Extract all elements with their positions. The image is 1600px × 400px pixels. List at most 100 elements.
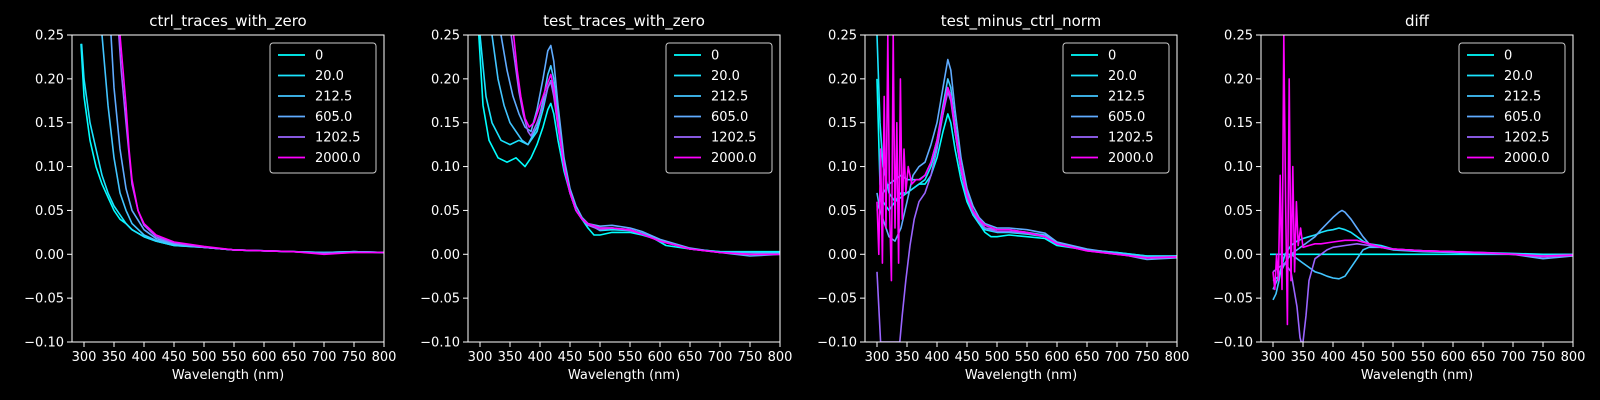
- x-tick-label: 650: [282, 350, 307, 365]
- series-line-605.0: [500, 35, 780, 257]
- chart-title: test_traces_with_zero: [543, 12, 705, 31]
- y-tick-label: 0.20: [1224, 72, 1253, 87]
- series-line-1202.5: [1272, 243, 1573, 342]
- legend-label: 605.0: [1504, 110, 1541, 125]
- x-tick-label: 600: [1045, 350, 1070, 365]
- chart-title: ctrl_traces_with_zero: [149, 12, 306, 31]
- series-line-2000.0: [512, 35, 780, 256]
- x-tick-label: 300: [1261, 350, 1286, 365]
- panel-2: 300 350 400 450 500 550 600 650 700 750 800 −0.10 −0…: [420, 12, 792, 383]
- legend: 0 20.0 212.5 605.0 1202.5 2000.0: [1458, 42, 1566, 174]
- x-tick-label: 400: [132, 350, 157, 365]
- axes-frame: [71, 34, 385, 343]
- x-tick-label: 600: [648, 350, 673, 365]
- series-line-605.0: [876, 58, 1177, 261]
- y-tick-label: 0.20: [828, 72, 857, 87]
- y-tick-label: 0.05: [35, 204, 64, 219]
- legend-label: 0: [315, 49, 323, 64]
- y-tick-label: 0.15: [35, 116, 64, 131]
- legend-label: 20.0: [1108, 69, 1137, 84]
- x-tick-label: 400: [925, 350, 950, 365]
- y-tick-label: 0.00: [431, 248, 460, 263]
- legend-label: 2000.0: [315, 151, 361, 166]
- y-tick-label: 0.25: [828, 29, 857, 44]
- y-tick-label: 0.10: [1224, 160, 1253, 175]
- y-tick-label: 0.20: [35, 72, 64, 87]
- y-tick-label: 0.00: [1224, 248, 1253, 263]
- x-tick-label: 300: [865, 350, 890, 365]
- legend: 0 20.0 212.5 605.0 1202.5 2000.0: [269, 42, 377, 174]
- legend: 0 20.0 212.5 605.0 1202.5 2000.0: [1062, 42, 1170, 174]
- x-tick-label: 450: [955, 350, 980, 365]
- x-axis-label: Wavelength (nm): [568, 368, 680, 383]
- x-tick-label: 500: [985, 350, 1010, 365]
- legend-label: 2000.0: [1108, 151, 1154, 166]
- legend-label: 2000.0: [711, 151, 757, 166]
- x-tick-label: 450: [1351, 350, 1376, 365]
- y-tick-label: 0.05: [828, 204, 857, 219]
- y-tick-label: 0.25: [431, 29, 460, 44]
- x-tick-label: 650: [678, 350, 703, 365]
- x-tick-label: 600: [252, 350, 277, 365]
- series-line-2000.0: [119, 35, 384, 256]
- panel-4: 300 350 400 450 500 550 600 650 700 750 800 −0.10 −0…: [1213, 12, 1585, 383]
- chart-title: test_minus_ctrl_norm: [941, 12, 1102, 31]
- x-tick-label: 750: [1135, 350, 1160, 365]
- x-tick-label: 750: [1531, 350, 1556, 365]
- series-group: [80, 35, 384, 256]
- legend-label: 1202.5: [1504, 131, 1550, 146]
- x-tick-label: 800: [1561, 350, 1586, 365]
- x-tick-label: 300: [72, 350, 97, 365]
- x-tick-label: 750: [738, 350, 763, 365]
- series-line-0: [876, 78, 1177, 257]
- series-group: [478, 35, 780, 257]
- y-tick-label: 0.05: [1224, 204, 1253, 219]
- series-group: [876, 35, 1177, 342]
- x-axis-label: Wavelength (nm): [965, 368, 1077, 383]
- axes-frame: [864, 34, 1178, 343]
- y-tick-label: 0.10: [35, 160, 64, 175]
- legend-label: 1202.5: [711, 131, 757, 146]
- y-tick-label: 0.00: [35, 248, 64, 263]
- x-tick-label: 350: [498, 350, 523, 365]
- x-tick-label: 750: [342, 350, 367, 365]
- x-tick-label: 700: [708, 350, 733, 365]
- y-tick-label: 0.15: [1224, 116, 1253, 131]
- axes-frame: [1260, 34, 1574, 343]
- y-tick-label: 0.10: [828, 160, 857, 175]
- legend-label: 605.0: [315, 110, 352, 125]
- y-tick-label: 0.10: [431, 160, 460, 175]
- series-group: [1270, 35, 1573, 342]
- legend: 0 20.0 212.5 605.0 1202.5 2000.0: [665, 42, 773, 174]
- legend-label: 0: [1108, 49, 1116, 64]
- y-tick-label: −0.10: [1213, 336, 1253, 351]
- legend-label: 20.0: [315, 69, 344, 84]
- x-tick-label: 500: [588, 350, 613, 365]
- x-tick-label: 550: [222, 350, 247, 365]
- x-tick-label: 700: [1105, 350, 1130, 365]
- legend-label: 20.0: [1504, 69, 1533, 84]
- x-tick-label: 800: [1165, 350, 1190, 365]
- series-line-605.0: [1272, 209, 1573, 290]
- panel-1: 300 350 400 450 500 550 600 650 700 750 800 −0.10 −0…: [24, 12, 396, 383]
- legend-label: 212.5: [1108, 90, 1145, 105]
- x-tick-label: 450: [558, 350, 583, 365]
- x-tick-label: 800: [372, 350, 397, 365]
- panel-3: 300 350 400 450 500 550 600 650 700 750 800 −0.10 −0…: [817, 12, 1189, 383]
- legend-label: 212.5: [1504, 90, 1541, 105]
- x-tick-label: 700: [1501, 350, 1526, 365]
- legend-label: 212.5: [711, 90, 748, 105]
- x-axis-label: Wavelength (nm): [172, 368, 284, 383]
- x-tick-label: 400: [528, 350, 553, 365]
- x-tick-label: 550: [1411, 350, 1436, 365]
- x-tick-label: 650: [1471, 350, 1496, 365]
- x-tick-label: 600: [1441, 350, 1466, 365]
- legend-label: 212.5: [315, 90, 352, 105]
- x-tick-label: 350: [1291, 350, 1316, 365]
- legend-label: 1202.5: [1108, 131, 1154, 146]
- y-tick-label: −0.10: [24, 336, 64, 351]
- y-tick-label: 0.15: [828, 116, 857, 131]
- legend-label: 0: [1504, 49, 1512, 64]
- series-line-2000.0: [1272, 35, 1573, 326]
